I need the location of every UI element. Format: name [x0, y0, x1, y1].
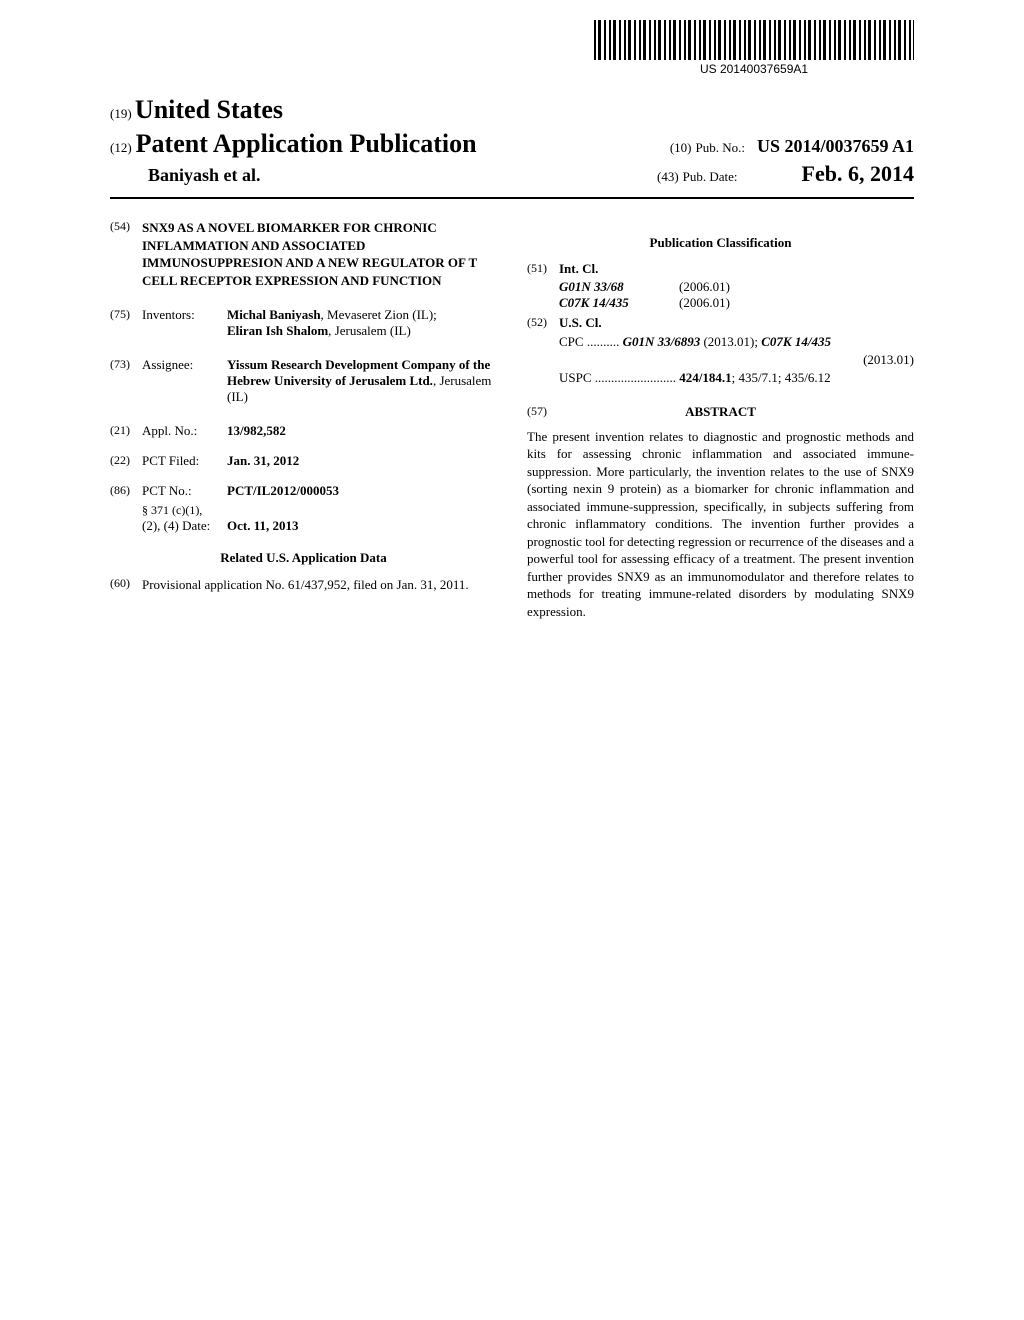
section-371-date-row: (2), (4) Date: Oct. 11, 2013 [142, 518, 497, 534]
code-19: (19) [110, 106, 132, 121]
cpc-dots: .......... [587, 334, 620, 349]
int-cl-item-2: C07K 14/435 (2006.01) [559, 295, 914, 311]
inventor-name-1: Michal Baniyash [227, 307, 321, 322]
cpc-class-1: G01N 33/6893 [623, 334, 701, 349]
code-54: (54) [110, 219, 142, 289]
cpc-year-2: (2013.01) [559, 351, 914, 369]
provisional-text: Provisional application No. 61/437,952, … [142, 576, 469, 594]
code-75: (75) [110, 307, 142, 339]
cpc-label: CPC [559, 334, 584, 349]
left-column: (54) SNX9 AS A NOVEL BIOMARKER FOR CHRON… [110, 219, 497, 621]
section-371-date: Oct. 11, 2013 [227, 518, 497, 534]
us-cl-label: U.S. Cl. [559, 315, 602, 331]
content-columns: (54) SNX9 AS A NOVEL BIOMARKER FOR CHRON… [110, 219, 914, 621]
code-51: (51) [527, 261, 559, 277]
appl-no-label: Appl. No.: [142, 423, 227, 439]
code-73: (73) [110, 357, 142, 405]
title-block: (54) SNX9 AS A NOVEL BIOMARKER FOR CHRON… [110, 219, 497, 289]
country-name: United States [135, 95, 283, 124]
right-column: Publication Classification (51) Int. Cl.… [527, 219, 914, 621]
inventors-block: (75) Inventors: Michal Baniyash, Mevaser… [110, 307, 497, 339]
publication-number: US 2014/0037659 A1 [757, 136, 914, 156]
assignee-value: Yissum Research Development Company of t… [227, 357, 497, 405]
us-cl-row: (52) U.S. Cl. [527, 315, 914, 331]
country-line: (19) United States [110, 95, 914, 125]
uspc-label: USPC [559, 370, 592, 385]
publication-line: (12) Patent Application Publication (10)… [110, 129, 914, 159]
code-10: (10) [670, 140, 692, 155]
appl-no-value: 13/982,582 [227, 423, 497, 439]
inventor-loc-2: , Jerusalem (IL) [328, 323, 411, 338]
barcode-text: US 20140037659A1 [594, 62, 914, 76]
code-52: (52) [527, 315, 559, 331]
inventor-loc-1: , Mevaseret Zion (IL); [321, 307, 437, 322]
inventor-name-2: Eliran Ish Shalom [227, 323, 328, 338]
pub-num-label: Pub. No.: [695, 140, 744, 155]
int-cl-code-2: C07K 14/435 [559, 295, 679, 311]
pct-no-row: (86) PCT No.: PCT/IL2012/000053 [110, 483, 497, 499]
classification-header: Publication Classification [527, 235, 914, 251]
code-21: (21) [110, 423, 142, 439]
author-date-line: Baniyash et al. (43) Pub. Date: Feb. 6, … [110, 161, 914, 187]
pct-filed-label: PCT Filed: [142, 453, 227, 469]
code-12: (12) [110, 140, 132, 155]
barcode-bars [594, 20, 914, 60]
abstract-label: ABSTRACT [685, 404, 756, 420]
header-divider [110, 197, 914, 199]
uspc-dots: ......................... [595, 370, 676, 385]
int-cl-code-1: G01N 33/68 [559, 279, 679, 295]
uspc-bold: 424/184.1 [679, 370, 731, 385]
assignee-block: (73) Assignee: Yissum Research Developme… [110, 357, 497, 405]
publication-date: Feb. 6, 2014 [802, 161, 914, 186]
document-header: (19) United States (12) Patent Applicati… [110, 95, 914, 199]
pct-filed-row: (22) PCT Filed: Jan. 31, 2012 [110, 453, 497, 469]
int-cl-year-2: (2006.01) [679, 295, 730, 311]
cpc-class-2: C07K 14/435 [761, 334, 831, 349]
abstract-text: The present invention relates to diagnos… [527, 428, 914, 621]
pct-no-label: PCT No.: [142, 483, 227, 499]
abstract-header-row: (57) ABSTRACT [527, 404, 914, 420]
assignee-label: Assignee: [142, 357, 227, 405]
int-cl-year-1: (2006.01) [679, 279, 730, 295]
uspc-line: USPC ......................... 424/184.1… [559, 369, 914, 387]
publication-type: Patent Application Publication [136, 129, 477, 158]
appl-no-row: (21) Appl. No.: 13/982,582 [110, 423, 497, 439]
code-86: (86) [110, 483, 142, 499]
int-cl-row: (51) Int. Cl. [527, 261, 914, 277]
provisional-row: (60) Provisional application No. 61/437,… [110, 576, 497, 594]
related-header: Related U.S. Application Data [110, 550, 497, 566]
pub-date-label: Pub. Date: [683, 169, 738, 184]
inventors-list: Michal Baniyash, Mevaseret Zion (IL); El… [227, 307, 497, 339]
section-371-label: (2), (4) Date: [142, 518, 227, 534]
int-cl-label: Int. Cl. [559, 261, 598, 277]
inventors-label: Inventors: [142, 307, 227, 339]
cpc-year-1: (2013.01); [700, 334, 761, 349]
int-cl-item-1: G01N 33/68 (2006.01) [559, 279, 914, 295]
code-43: (43) [657, 169, 679, 184]
author-name: Baniyash et al. [110, 165, 261, 186]
section-371-line1: § 371 (c)(1), [142, 503, 497, 518]
pct-no-value: PCT/IL2012/000053 [227, 483, 497, 499]
code-22: (22) [110, 453, 142, 469]
invention-title: SNX9 AS A NOVEL BIOMARKER FOR CHRONIC IN… [142, 219, 497, 289]
code-57: (57) [527, 404, 547, 419]
pct-filed-value: Jan. 31, 2012 [227, 453, 497, 469]
code-60: (60) [110, 576, 142, 594]
uspc-rest: ; 435/7.1; 435/6.12 [732, 370, 831, 385]
cpc-line: CPC .......... G01N 33/6893 (2013.01); C… [559, 333, 914, 369]
barcode-section: US 20140037659A1 [594, 20, 914, 76]
